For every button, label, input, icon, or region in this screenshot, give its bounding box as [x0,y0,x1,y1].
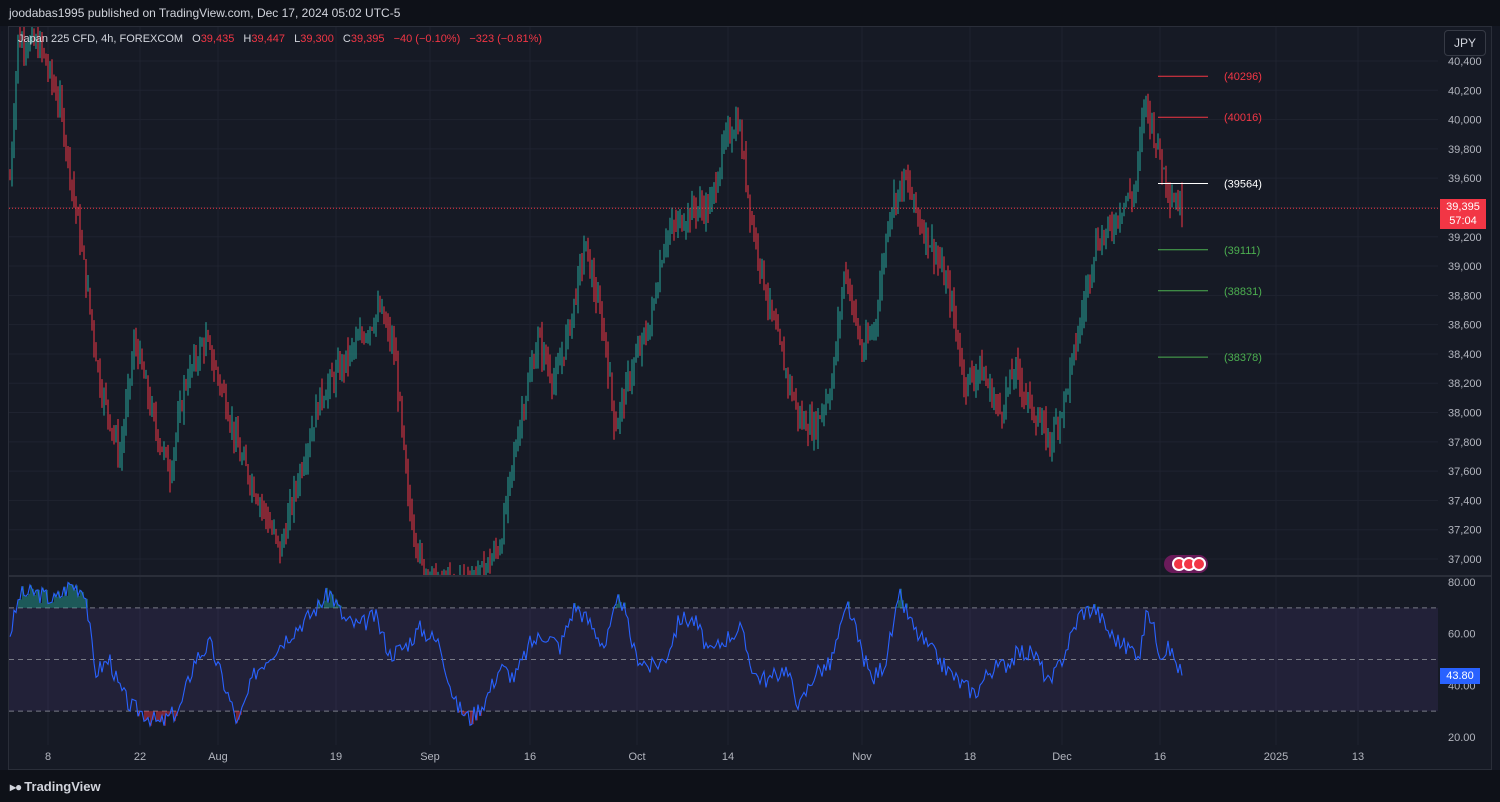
time-tick-label: Nov [852,751,872,763]
level-label: (40016) [1224,112,1262,124]
change2-value: −323 (−0.81%) [469,33,543,45]
price-tick-label: 39,000 [1448,261,1482,273]
rsi-line [9,581,1183,728]
price-tick-label: 39,200 [1448,232,1482,244]
price-tick-label: 40,000 [1448,115,1482,127]
level-label: (38831) [1224,286,1262,298]
level-label: (38378) [1224,352,1262,364]
price-tick-label: 38,000 [1448,408,1482,420]
price-tick-label: 38,400 [1448,349,1482,361]
time-tick-label: 19 [330,751,342,763]
rsi-tick-label: 80.00 [1448,577,1476,589]
low-value: 39,300 [300,33,334,45]
price-tick-label: 39,600 [1448,173,1482,185]
price-tick-label: 37,000 [1448,554,1482,566]
time-tick-label: Sep [420,751,440,763]
time-axis: 8 22 Aug 19 Sep 16 Oct 14 Nov 18 Dec 16 2025 13 [45,751,1364,763]
price-tick-label: 37,600 [1448,466,1482,478]
price-tick-label: 38,200 [1448,378,1482,390]
time-tick-label: Dec [1052,751,1072,763]
chart-frame[interactable] [8,26,1492,770]
price-levels: (40296) (40016) (39564) (39111) (38831) (3837… [1158,71,1262,364]
price-tick-label: 38,800 [1448,290,1482,302]
price-tick-label: 37,400 [1448,495,1482,507]
published-header: joodabas1995 published on TradingView.co… [0,0,1500,26]
price-tick-label: 37,200 [1448,525,1482,537]
published-text: joodabas1995 published on TradingView.co… [9,6,401,20]
event-marker-icon[interactable] [1192,557,1206,571]
level-label: (39111) [1224,245,1260,257]
time-tick-label: 22 [134,751,146,763]
time-tick-label: 13 [1352,751,1364,763]
open-value: 39,435 [200,33,235,45]
bar-countdown: 57:04 [1449,215,1477,228]
high-label: H [243,33,252,45]
price-tick-label: 40,200 [1448,85,1482,97]
level-label: (40296) [1224,71,1262,83]
time-tick-label: 16 [524,751,536,763]
high-value: 39,447 [251,33,286,45]
brand-text: TradingView [24,779,101,794]
price-tick-label: 40,400 [1448,56,1482,68]
footer: ▸● TradingView [0,770,1500,802]
time-tick-label: Aug [208,751,228,763]
time-tick-label: 2025 [1264,751,1288,763]
symbol-label: Japan 225 CFD, 4h, FOREXCOM [18,33,184,45]
event-markers[interactable] [1164,555,1208,573]
time-tick-label: Oct [628,751,645,763]
close-label: C [342,33,351,45]
currency-button[interactable]: JPY [1444,30,1486,56]
ohlc-legend: Japan 225 CFD, 4h, FOREXCOM O39,435 H39,… [18,33,542,45]
last-price: 39,395 [1446,201,1480,214]
rsi-tick-label: 60.00 [1448,629,1476,641]
time-tick-label: 8 [45,751,51,763]
open-label: O [192,33,201,45]
price-axis: 40,40040,20040,00039,80039,60039,40039,2… [1448,56,1482,566]
time-tick-label: 16 [1154,751,1166,763]
level-label: (39564) [1224,178,1262,190]
close-value: 39,395 [350,33,385,45]
time-tick-label: 18 [964,751,976,763]
tradingview-logo[interactable]: ▸● TradingView [10,779,101,794]
time-tick-label: 14 [722,751,734,763]
rsi-overbought-fill [18,582,1100,608]
rsi-tick-label: 20.00 [1448,732,1476,744]
price-tick-label: 38,600 [1448,320,1482,332]
rsi-band-lines [9,607,1438,712]
low-label: L [294,33,301,45]
price-tick-label: 39,800 [1448,144,1482,156]
change-value: −40 (−0.10%) [393,33,461,45]
price-tick-label: 37,800 [1448,437,1482,449]
last-price-tag: 39,395 57:04 [1440,199,1486,230]
tv-logo-icon: ▸● [10,780,22,794]
rsi-value-tag: 43.80 [1440,667,1480,684]
candlestick-series [9,27,1183,575]
